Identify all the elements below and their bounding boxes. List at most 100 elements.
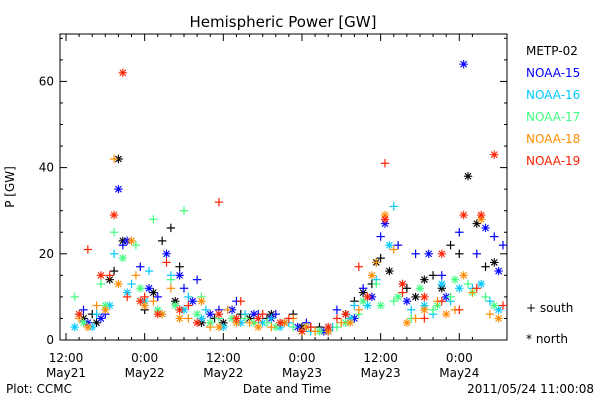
y-axis: 0 20 40 60 [39,37,507,347]
south-point [122,292,132,302]
north-point [363,292,372,302]
south-point [127,279,136,289]
north-point [105,275,114,284]
north-point [232,314,241,323]
south-point [398,288,407,297]
north-point [114,184,123,194]
south-point [236,297,245,306]
south-point [481,262,490,271]
south-point [79,305,88,315]
north-point [420,305,429,315]
south-point [109,266,119,276]
south-point [214,197,224,207]
south-point [354,262,363,271]
south-point [166,275,176,284]
south-point [240,314,250,323]
south-point [192,275,202,284]
north-point [175,271,184,280]
x-tick-time: 12:00 [363,351,398,365]
north-point [136,297,145,306]
south-point [166,284,176,293]
south-point [354,305,363,315]
south-point [411,249,420,259]
north-point [192,318,202,327]
north-point [415,284,425,293]
north-point [101,305,110,315]
y-tick-label: 20 [39,247,54,261]
north-point [206,309,215,319]
north-point [83,322,93,332]
legend-entry: NOAA-18 [526,132,580,146]
south-point [376,232,385,241]
south-point [437,297,447,306]
south-point [149,215,158,224]
north-point [437,279,447,289]
legend-south-marker: + south [526,301,573,315]
legend-entry: NOAA-16 [526,88,580,102]
north-point [345,318,355,327]
north-point [455,284,464,293]
south-point [411,314,420,323]
south-point [472,284,481,293]
south-point [306,322,315,332]
north-point [411,292,420,302]
north-point [420,275,429,284]
south-point [485,309,495,319]
north-point [136,284,145,293]
north-point [254,322,263,332]
x-tick-time: 0:00 [289,351,316,365]
south-point [350,301,359,310]
y-tick-label: 40 [39,161,54,175]
south-point [166,223,176,233]
south-point [481,292,490,302]
y-axis-label: P [GW] [3,166,17,208]
north-point [275,318,285,327]
south-point [267,322,276,332]
north-point [367,271,377,280]
north-point [153,309,162,319]
x-tick-date: May23 [282,366,322,380]
north-point [450,275,460,284]
y-tick-label: 60 [39,74,54,88]
north-point [74,309,84,319]
north-point [341,309,350,319]
south-point [485,297,495,306]
x-tick-time: 0:00 [131,351,158,365]
x-tick-date: May24 [439,366,479,380]
south-point [428,271,438,280]
north-point [393,292,403,302]
south-point [372,258,381,267]
south-point [149,297,158,306]
south-point [267,314,276,323]
chart-title: Hemispheric Power [GW] [190,13,377,31]
south-point [389,245,398,254]
north-point [459,271,468,280]
north-point [96,314,106,323]
south-point [157,236,167,246]
south-point [455,249,464,259]
south-point [310,327,320,336]
south-point [109,228,119,237]
south-point [455,305,464,315]
north-point [437,249,447,259]
north-point [494,266,503,276]
south-point [468,288,477,297]
south-point [179,206,189,215]
x-tick-date: May22 [203,366,243,380]
south-point [446,292,455,302]
south-point [131,271,141,280]
south-point [92,309,101,319]
south-point [70,292,79,302]
x-tick-time: 0:00 [446,351,473,365]
south-point [455,228,464,237]
north-point [481,223,490,233]
north-point [324,322,333,332]
south-point [389,202,398,211]
south-point [144,266,154,276]
north-point [127,236,136,246]
south-point [271,309,280,319]
south-point [179,284,189,293]
north-point [114,154,123,164]
south-point [337,318,346,327]
